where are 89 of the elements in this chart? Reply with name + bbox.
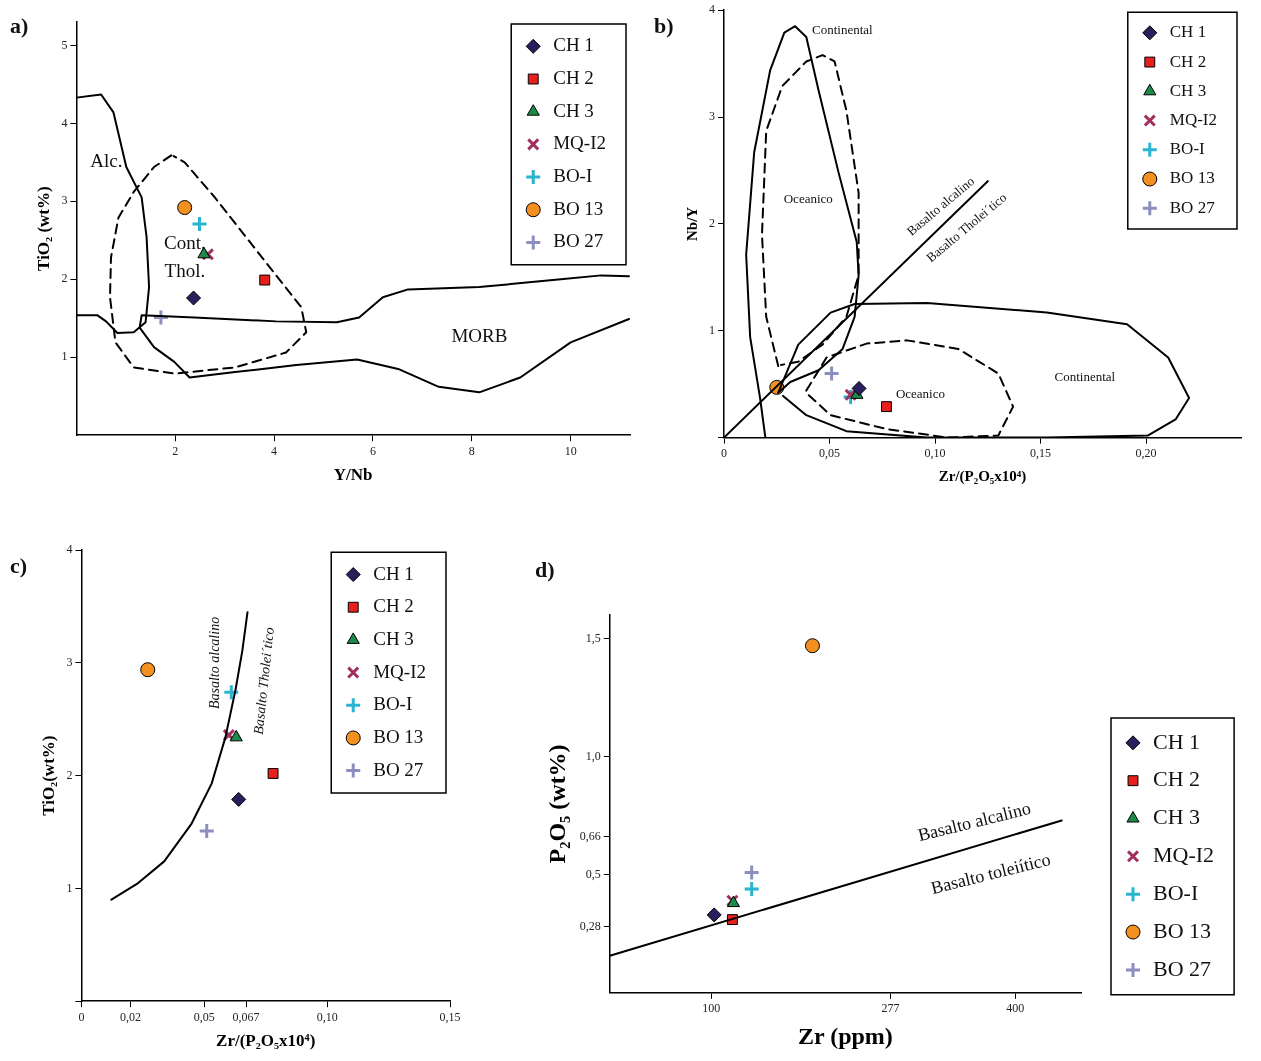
- legend-label: BO 27: [1169, 197, 1216, 217]
- legend-label: BO 13: [1153, 917, 1212, 943]
- x-tick-label: 0,02: [120, 1009, 142, 1024]
- annotation: Basalto alcalino: [206, 616, 222, 710]
- legend-label: MQ-I2: [373, 660, 427, 682]
- legend-label: BO-I: [373, 693, 413, 715]
- x-tick-label: 0,10: [316, 1009, 338, 1024]
- x-tick-label: 6: [369, 443, 376, 458]
- legend-label: BO-I: [553, 165, 593, 187]
- y-tick-label: 1: [66, 880, 73, 895]
- y-tick-label: 1: [61, 349, 68, 364]
- y-tick-label: 1,5: [585, 630, 601, 645]
- chart-title: b): [654, 12, 674, 38]
- legend-label: CH 3: [373, 627, 414, 649]
- annotation: Basalto Tholei´tico: [250, 626, 277, 736]
- x-tick-label: 277: [881, 1001, 900, 1016]
- legend-label: CH 3: [553, 99, 594, 121]
- y-tick-label: 2: [66, 767, 73, 782]
- y-axis-title: TiO₂(wt%): [38, 735, 58, 816]
- chart-title: a): [10, 12, 29, 38]
- legend-label: MQ-I2: [1169, 110, 1217, 130]
- y-tick-label: 4: [709, 2, 715, 17]
- y-tick-label: 5: [61, 37, 68, 52]
- x-axis-title: Zr/(P₂O₅x10⁴): [938, 467, 1027, 485]
- legend-label: MQ-I2: [553, 132, 607, 154]
- legend-label: CH 2: [373, 595, 414, 617]
- x-tick-label: 0: [721, 445, 727, 460]
- annotation: Basalto alcalino: [915, 797, 1033, 846]
- annotation: Thol.: [164, 259, 206, 281]
- annotation: Cont.: [164, 232, 206, 254]
- y-tick-label: 2: [61, 271, 68, 286]
- y-tick-label: 1,0: [585, 748, 601, 763]
- annotation: MORB: [451, 324, 508, 346]
- legend-label: BO 13: [1169, 168, 1215, 188]
- legend-label: CH 3: [1153, 804, 1201, 830]
- y-tick-label: 0,66: [579, 829, 601, 844]
- x-tick-label: 2: [172, 443, 179, 458]
- x-axis-title: Zr/(P₂O₅x10⁴): [216, 1031, 316, 1051]
- annotation: Oceanico: [783, 190, 833, 206]
- annotation: Basalto toleiítico: [928, 848, 1053, 899]
- x-axis-title: Zr (ppm): [797, 1022, 893, 1049]
- y-tick-label: 3: [66, 655, 73, 670]
- legend-label: MQ-I2: [1153, 842, 1215, 868]
- legend-label: BO-I: [1153, 879, 1199, 905]
- y-tick-label: 0,28: [579, 918, 601, 933]
- y-tick-label: 0,5: [585, 866, 601, 881]
- annotation: Oceanico: [895, 386, 946, 402]
- x-tick-label: 0,05: [819, 445, 841, 460]
- legend-label: CH 1: [1169, 22, 1207, 42]
- x-tick-label: 10: [564, 443, 577, 458]
- legend-label: CH 2: [553, 67, 594, 88]
- x-tick-label: 4: [271, 443, 278, 458]
- y-axis-title: Nb/Y: [683, 206, 700, 241]
- annotation: Continental: [812, 22, 874, 38]
- x-tick-label: 0,05: [193, 1009, 215, 1024]
- x-tick-label: 0,20: [1135, 445, 1157, 460]
- y-tick-label: 1: [709, 322, 715, 337]
- legend-label: CH 2: [1169, 51, 1207, 71]
- y-tick-label: 4: [61, 115, 68, 130]
- legend-label: BO 13: [553, 197, 604, 219]
- legend-label: BO 27: [373, 758, 424, 780]
- x-tick-label: 0,067: [232, 1009, 260, 1024]
- x-tick-label: 0: [78, 1009, 85, 1024]
- x-axis-title: Y/Nb: [333, 465, 373, 485]
- x-tick-label: 8: [468, 443, 475, 458]
- y-tick-label: 4: [66, 542, 73, 557]
- y-tick-label: 3: [709, 109, 715, 124]
- legend-label: BO 13: [373, 725, 424, 747]
- annotation: Alc.: [90, 150, 123, 172]
- x-tick-label: 400: [1006, 1001, 1025, 1016]
- legend-label: CH 2: [1153, 766, 1201, 792]
- annotation: Continental: [1054, 369, 1116, 385]
- chart-title: c): [10, 552, 28, 578]
- x-tick-label: 0,15: [1030, 445, 1052, 460]
- y-tick-label: 3: [61, 193, 68, 208]
- y-tick-label: 2: [709, 216, 715, 231]
- y-axis-title: P₂O₅ (wt%): [543, 744, 570, 864]
- legend-label: CH 1: [1153, 728, 1201, 754]
- legend-label: CH 3: [1169, 80, 1207, 100]
- legend-label: BO 27: [553, 230, 604, 252]
- legend-label: BO 27: [1153, 955, 1212, 981]
- x-tick-label: 0,15: [439, 1009, 461, 1024]
- legend-label: CH 1: [553, 34, 594, 56]
- legend-label: BO-I: [1169, 139, 1206, 159]
- chart-title: d): [535, 556, 555, 582]
- x-tick-label: 100: [702, 1001, 721, 1016]
- x-tick-label: 0,10: [924, 445, 946, 460]
- y-axis-title: TiO₂ (wt%): [33, 186, 53, 271]
- legend-label: CH 1: [373, 562, 414, 584]
